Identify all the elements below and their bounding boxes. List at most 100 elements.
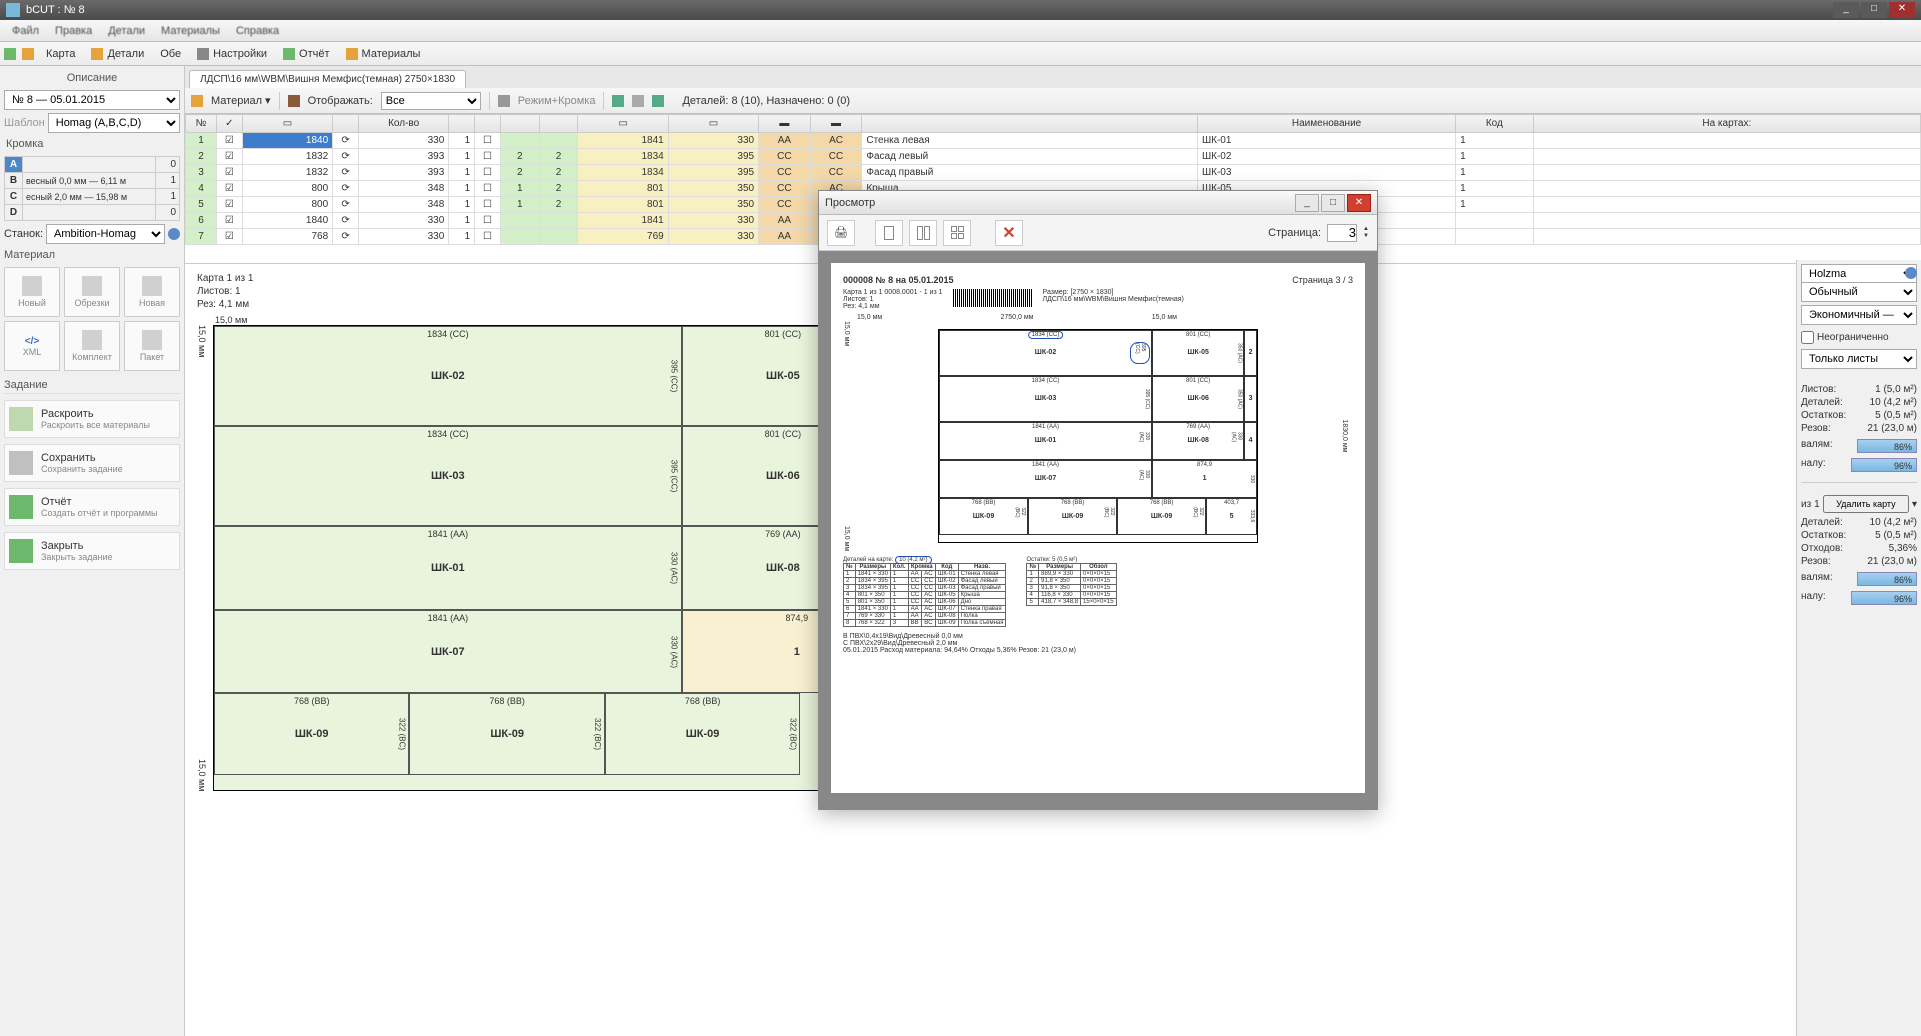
cut-piece[interactable]: 1841 (AA)ШК-01330 (AC) [214, 526, 682, 610]
tb-settings[interactable]: Настройки [191, 46, 273, 62]
btn-newsheet[interactable]: Новая [124, 267, 180, 317]
printer-icon: 🖨 [834, 226, 848, 239]
menu-edit[interactable]: Правка [47, 23, 100, 39]
delete-map-btn[interactable]: Удалить карту [1823, 495, 1909, 513]
desc-select[interactable]: № 8 — 05.01.2015 [4, 90, 180, 110]
menu-materials[interactable]: Материалы [153, 23, 228, 39]
content-toolbar: Материал ▾ Отображать: Все Режим+Кромка … [185, 88, 1921, 114]
view-single[interactable] [875, 220, 903, 246]
preview-toolbar: 🖨 ✕ Страница: ▲▼ [819, 215, 1377, 251]
page-label: Страница: [1268, 227, 1321, 239]
btn-kit[interactable]: Комплект [64, 321, 120, 371]
tb-both[interactable]: Обе [154, 46, 187, 62]
machine-label: Станок: [4, 228, 43, 240]
menu-help[interactable]: Справка [228, 23, 287, 39]
btn-xml[interactable]: </>XML [4, 321, 60, 371]
action-cut[interactable]: РаскроитьРаскроить все материалы [4, 400, 180, 438]
show-select[interactable]: Все [381, 92, 481, 110]
cut-piece[interactable]: 768 (BB)ШК-09322 (BC) [605, 693, 800, 774]
cut-icon [9, 407, 33, 431]
cut-piece[interactable]: 1834 (CC)ШК-02395 (CC) [214, 326, 682, 426]
main-toolbar: Карта Детали Обе Настройки Отчёт Материа… [0, 42, 1921, 66]
preview-max[interactable]: □ [1321, 194, 1345, 212]
close-x-icon: ✕ [1002, 223, 1015, 243]
material-label: Материал [4, 249, 180, 261]
cut-piece[interactable]: 1834 (CC)ШК-03395 (CC) [214, 426, 682, 526]
action-close[interactable]: ЗакрытьЗакрыть задание [4, 532, 180, 570]
nav-fwd-icon[interactable] [22, 48, 34, 60]
view-grid[interactable] [943, 220, 971, 246]
doc-tabs: ЛДСП\16 мм\WBM\Вишня Мемфис(темная) 2750… [185, 66, 1921, 88]
gear-icon [197, 48, 209, 60]
machine-select[interactable]: Ambition-Homag [46, 224, 165, 244]
tool-icon-2[interactable] [632, 95, 644, 107]
material-dd[interactable]: Материал ▾ [211, 94, 271, 107]
sheet-view[interactable]: 1834 (CC)ШК-02395 (CC)801 (CC)ШК-051834 … [213, 325, 913, 791]
doc-tab-active[interactable]: ЛДСП\16 мм\WBM\Вишня Мемфис(темная) 2750… [189, 70, 466, 88]
nav-back-icon[interactable] [4, 48, 16, 60]
tool-icon-1[interactable] [612, 95, 624, 107]
material-icon [346, 48, 358, 60]
table-row[interactable]: 3☑1832⟳3931☐221834395CCCCФасад правыйШК-… [186, 165, 1921, 181]
window-close[interactable]: ✕ [1889, 2, 1915, 18]
stats-sel-2[interactable]: Обычный [1801, 282, 1917, 302]
page-input[interactable] [1327, 224, 1357, 242]
kromka-label: Кромка [4, 138, 180, 150]
menubar: Файл Правка Детали Материалы Справка [0, 20, 1921, 42]
tool-icon-3[interactable] [652, 95, 664, 107]
kromka-d[interactable]: D [5, 205, 23, 221]
view-double[interactable] [909, 220, 937, 246]
template-select[interactable]: Homag (A,B,C,D) [48, 113, 180, 133]
barcode [953, 289, 1033, 307]
info-icon-2[interactable] [1905, 267, 1917, 279]
menu-details[interactable]: Детали [100, 23, 153, 39]
action-save[interactable]: СохранитьСохранить задание [4, 444, 180, 482]
btn-new[interactable]: Новый [4, 267, 60, 317]
btn-package[interactable]: Пакет [124, 321, 180, 371]
stats-sel-4[interactable]: Только листы [1801, 349, 1917, 369]
kromka-c[interactable]: C [5, 189, 23, 205]
mode-icon [498, 95, 510, 107]
info-icon[interactable] [168, 228, 180, 240]
preview-dialog: Просмотр _ □ ✕ 🖨 ✕ Страница: ▲▼ 000008 №… [818, 190, 1378, 810]
window-title: bCUT : № 8 [26, 4, 85, 16]
tb-details[interactable]: Детали [85, 46, 150, 62]
btn-scraps[interactable]: Обрезки [64, 267, 120, 317]
page-up[interactable]: ▲ [1363, 226, 1369, 233]
kromka-a[interactable]: A [5, 157, 23, 173]
page-down[interactable]: ▼ [1363, 233, 1369, 240]
tb-report[interactable]: Отчёт [277, 46, 335, 62]
desc-label: Описание [4, 72, 180, 84]
preview-header[interactable]: Просмотр _ □ ✕ [819, 191, 1377, 215]
unlimited-check[interactable] [1801, 331, 1814, 344]
cut-piece[interactable]: 768 (BB)ШК-09322 (BC) [214, 693, 409, 774]
preview-min[interactable]: _ [1295, 194, 1319, 212]
stats-label: Деталей: 8 (10), Назначено: 0 (0) [682, 95, 850, 107]
show-icon [288, 95, 300, 107]
action-report[interactable]: ОтчётСоздать отчёт и программы [4, 488, 180, 526]
tb-materials[interactable]: Материалы [340, 46, 427, 62]
preview-page: 000008 № 8 на 05.01.2015 Страница 3 / 3 … [831, 263, 1365, 793]
table-row[interactable]: 1☑1840⟳3301☐1841330AAACСтенка леваяШК-01… [186, 133, 1921, 149]
cut-piece[interactable]: 1841 (AA)ШК-07330 (AC) [214, 610, 682, 694]
preview-close-btn[interactable]: ✕ [995, 220, 1023, 246]
menu-file[interactable]: Файл [4, 23, 47, 39]
tb-map[interactable]: Карта [40, 46, 81, 62]
show-label: Отображать: [308, 95, 373, 107]
stats-sel-1[interactable]: Holzma [1801, 264, 1917, 284]
window-minimize[interactable]: _ [1833, 2, 1859, 18]
table-row[interactable]: 2☑1832⟳3931☐221834395CCCCФасад левыйШК-0… [186, 149, 1921, 165]
app-icon [6, 3, 20, 17]
save-icon [9, 451, 33, 475]
cut-piece[interactable]: 768 (BB)ШК-09322 (BC) [409, 693, 604, 774]
kromka-b[interactable]: B [5, 173, 23, 189]
details-icon [91, 48, 103, 60]
preview-close[interactable]: ✕ [1347, 194, 1371, 212]
sidebar-left: Описание № 8 — 05.01.2015 Шаблон Homag (… [0, 66, 185, 1036]
kromka-table: A0 Bвесный 0,0 мм — 6,11 м1 Cесный 2,0 м… [4, 156, 180, 221]
stats-sel-3[interactable]: Экономичный — Гориз... [1801, 305, 1917, 325]
print-btn[interactable]: 🖨 [827, 220, 855, 246]
window-maximize[interactable]: □ [1861, 2, 1887, 18]
mode-label: Режим+Кромка [518, 95, 596, 107]
mat-icon [191, 95, 203, 107]
